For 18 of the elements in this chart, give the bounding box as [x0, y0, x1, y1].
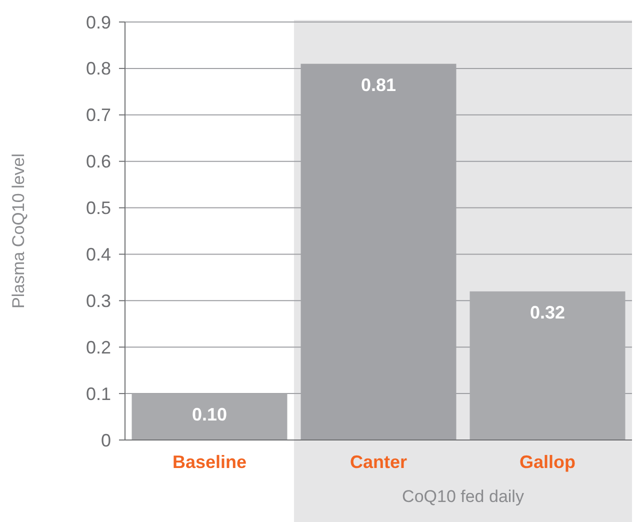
- y-tick-label: 0.9: [86, 12, 111, 32]
- x-tick-label: Canter: [350, 452, 408, 472]
- x-tick-label: Gallop: [519, 452, 576, 472]
- y-tick-label: 0.8: [86, 58, 111, 79]
- y-tick-label: 0.5: [86, 198, 111, 218]
- y-tick-label: 0.1: [86, 384, 111, 404]
- data-label: 0.10: [192, 404, 228, 425]
- y-tick-label: 0.7: [86, 105, 111, 126]
- y-tick-label: 0.6: [86, 152, 111, 172]
- data-label: 0.81: [360, 74, 396, 95]
- y-tick-label: 0.3: [86, 290, 111, 311]
- y-tick-label: 0: [100, 430, 111, 450]
- y-tick-label: 0.2: [86, 337, 111, 358]
- y-axis-title: Plasma CoQ10 level: [9, 154, 28, 308]
- data-label: 0.32: [530, 302, 566, 322]
- band-label: CoQ10 fed daily: [402, 487, 524, 506]
- y-tick-label: 0.4: [86, 244, 111, 265]
- x-tick-label: Baseline: [172, 452, 247, 472]
